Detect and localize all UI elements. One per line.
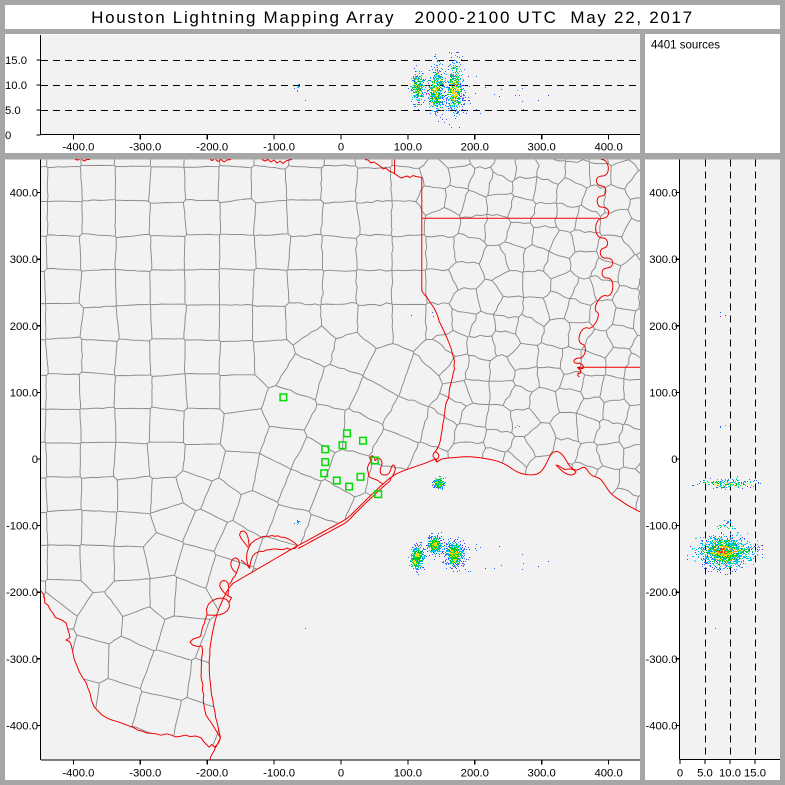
svg-text:-100.0: -100.0: [263, 142, 295, 154]
svg-text:5.0: 5.0: [697, 768, 713, 780]
svg-text:-100.0: -100.0: [6, 521, 38, 533]
svg-text:15.0: 15.0: [5, 55, 27, 67]
svg-text:-200.0: -200.0: [196, 142, 228, 154]
svg-text:0: 0: [671, 454, 677, 466]
svg-text:100.0: 100.0: [394, 142, 422, 154]
svg-text:-100.0: -100.0: [645, 521, 677, 533]
svg-text:10.0: 10.0: [719, 768, 741, 780]
svg-text:-200.0: -200.0: [645, 587, 677, 599]
svg-text:-400.0: -400.0: [6, 720, 38, 732]
svg-text:-400.0: -400.0: [645, 720, 677, 732]
svg-text:300.0: 300.0: [528, 768, 556, 780]
svg-text:0: 0: [338, 768, 344, 780]
svg-text:-200.0: -200.0: [6, 587, 38, 599]
svg-text:400.0: 400.0: [594, 768, 622, 780]
svg-text:-300.0: -300.0: [129, 142, 161, 154]
svg-text:300.0: 300.0: [10, 254, 38, 266]
svg-text:100.0: 100.0: [10, 387, 38, 399]
svg-text:10.0: 10.0: [5, 80, 27, 92]
svg-text:100.0: 100.0: [394, 768, 422, 780]
svg-text:-300.0: -300.0: [129, 768, 161, 780]
svg-text:300.0: 300.0: [649, 254, 677, 266]
svg-text:-100.0: -100.0: [263, 768, 295, 780]
svg-text:400.0: 400.0: [10, 188, 38, 200]
svg-text:-200.0: -200.0: [196, 768, 228, 780]
svg-text:4401 sources: 4401 sources: [651, 40, 720, 52]
svg-text:-300.0: -300.0: [6, 654, 38, 666]
svg-text:100.0: 100.0: [649, 387, 677, 399]
svg-text:-400.0: -400.0: [62, 768, 94, 780]
svg-text:15.0: 15.0: [744, 768, 766, 780]
svg-text:-400.0: -400.0: [62, 142, 94, 154]
svg-text:5.0: 5.0: [5, 105, 21, 117]
svg-text:400.0: 400.0: [594, 142, 622, 154]
svg-text:200.0: 200.0: [461, 768, 489, 780]
svg-text:0: 0: [32, 454, 38, 466]
svg-text:200.0: 200.0: [461, 142, 489, 154]
svg-text:-300.0: -300.0: [645, 654, 677, 666]
svg-text:0: 0: [5, 130, 11, 142]
svg-text:400.0: 400.0: [649, 188, 677, 200]
svg-text:200.0: 200.0: [10, 321, 38, 333]
svg-text:300.0: 300.0: [528, 142, 556, 154]
svg-text:200.0: 200.0: [649, 321, 677, 333]
svg-text:0: 0: [677, 768, 683, 780]
svg-text:0: 0: [338, 142, 344, 154]
